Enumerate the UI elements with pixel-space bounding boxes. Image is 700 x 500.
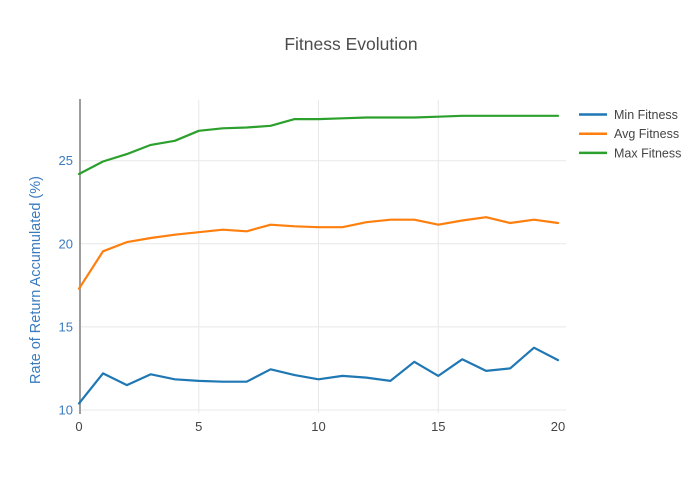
series-line-max-fitness[interactable] <box>77 114 560 176</box>
x-tick-label: 20 <box>551 419 565 434</box>
legend-label: Min Fitness <box>614 108 678 122</box>
y-axis-title: Rate of Return Accumulated (%) <box>28 176 44 384</box>
gridlines <box>79 100 566 413</box>
legend-item-avg-fitness[interactable]: Avg Fitness <box>579 127 679 141</box>
y-tick-label: 20 <box>59 236 73 251</box>
y-tick-label: 15 <box>59 319 73 334</box>
legend: Min Fitness Avg Fitness Max Fitness <box>579 108 681 160</box>
x-tick-label: 10 <box>311 419 325 434</box>
x-tick-label: 5 <box>195 419 202 434</box>
legend-item-min-fitness[interactable]: Min Fitness <box>579 108 678 122</box>
legend-label: Avg Fitness <box>614 127 679 141</box>
y-tick-label: 25 <box>59 153 73 168</box>
legend-label: Max Fitness <box>614 146 681 160</box>
legend-item-max-fitness[interactable]: Max Fitness <box>579 146 681 160</box>
series-line-min-fitness[interactable] <box>77 346 560 405</box>
y-tick-label: 10 <box>59 403 73 418</box>
chart-title: Fitness Evolution <box>284 34 417 54</box>
x-tick-label: 0 <box>75 419 82 434</box>
series-line-avg-fitness[interactable] <box>77 216 560 290</box>
x-tick-label: 15 <box>431 419 445 434</box>
